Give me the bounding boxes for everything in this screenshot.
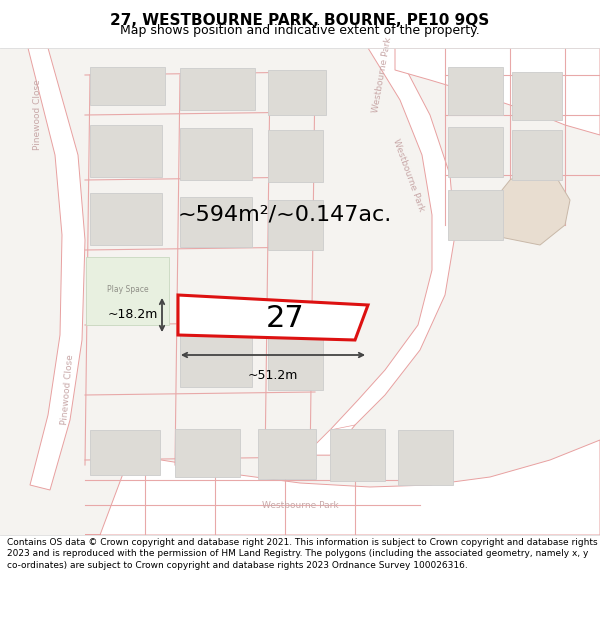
Bar [268,70,326,115]
Bar [90,193,162,245]
Bar [330,429,385,481]
Polygon shape [490,165,570,245]
Text: Contains OS data © Crown copyright and database right 2021. This information is : Contains OS data © Crown copyright and d… [7,538,598,570]
Text: Pinewood Close: Pinewood Close [34,79,43,151]
Bar [175,429,240,477]
Text: Westbourne Park: Westbourne Park [262,501,338,509]
Bar [86,257,169,325]
Text: ~18.2m: ~18.2m [107,309,158,321]
Bar [268,200,323,250]
Bar [90,67,165,105]
Polygon shape [178,295,368,340]
Bar [512,130,562,180]
Bar [90,430,160,475]
Bar [448,127,503,177]
Bar [268,338,323,390]
Bar [512,72,562,120]
Polygon shape [28,48,85,490]
Bar [448,67,503,115]
Polygon shape [305,48,455,455]
Text: Westbourne Park: Westbourne Park [391,138,425,212]
Bar [180,335,252,387]
Bar [448,190,503,240]
Text: 27: 27 [265,304,304,333]
Bar [180,197,252,247]
Text: 27, WESTBOURNE PARK, BOURNE, PE10 9QS: 27, WESTBOURNE PARK, BOURNE, PE10 9QS [110,14,490,29]
Text: ~594m²/~0.147ac.: ~594m²/~0.147ac. [178,205,392,225]
Text: Map shows position and indicative extent of the property.: Map shows position and indicative extent… [120,24,480,38]
Polygon shape [85,440,600,535]
Text: Play Space: Play Space [107,286,149,294]
Polygon shape [305,425,355,455]
Text: Pinewood Close: Pinewood Close [61,354,76,426]
Bar [258,429,316,479]
Bar [180,68,255,110]
Bar [90,125,162,177]
Text: ~51.2m: ~51.2m [248,369,298,382]
Bar [180,128,252,180]
Text: Westbourne Park: Westbourne Park [371,36,393,114]
Bar [398,430,453,485]
Bar [268,130,323,182]
Polygon shape [395,48,600,135]
